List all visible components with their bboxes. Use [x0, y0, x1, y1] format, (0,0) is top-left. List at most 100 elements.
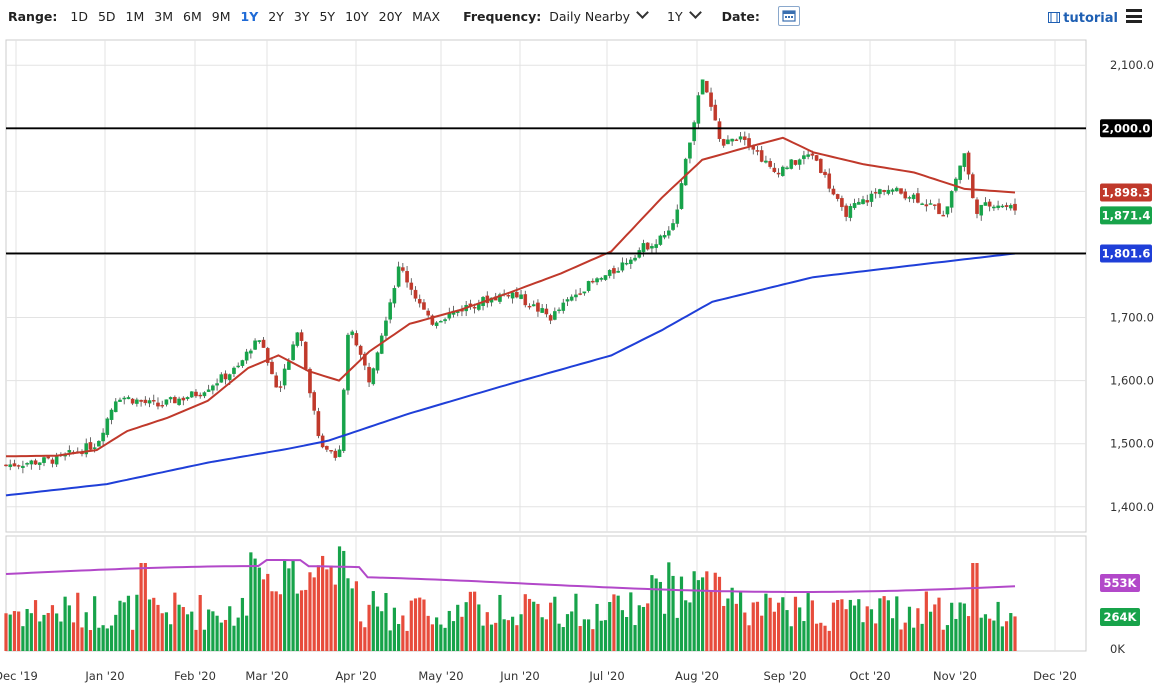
hamburger-menu-icon[interactable] [1126, 9, 1142, 23]
tutorial-link[interactable]: tutorial [1048, 11, 1118, 26]
range-button-2y[interactable]: 2Y [268, 8, 284, 24]
range-button-20y[interactable]: 20Y [378, 8, 403, 24]
volume-bar [253, 558, 257, 651]
volume-bar [882, 596, 886, 651]
candle-body [413, 289, 418, 299]
candle-body [937, 203, 941, 215]
range-button-3y[interactable]: 3Y [293, 8, 310, 24]
candle-body [409, 282, 414, 290]
volume-bar [63, 596, 67, 651]
candle-body [316, 411, 321, 437]
volume-bar [916, 608, 920, 651]
volume-label-box [1100, 608, 1140, 626]
candle-body [852, 203, 857, 209]
range-button-1m[interactable]: 1M [125, 8, 145, 24]
candle-body [308, 368, 312, 394]
range-button-1y[interactable]: 1Y [240, 8, 259, 24]
candle-body [12, 463, 17, 467]
candle-body [548, 315, 553, 321]
range-button-max[interactable]: MAX [412, 8, 441, 24]
candle-body [384, 320, 388, 336]
candle-body [443, 319, 447, 322]
volume-bar [430, 624, 434, 651]
candle-body [325, 445, 329, 450]
period-dropdown[interactable]: 1Y [667, 6, 706, 24]
volume-bar [924, 591, 928, 651]
volume-bar [671, 575, 675, 651]
volume-bar [903, 622, 907, 651]
level-label-box [1100, 119, 1152, 138]
volume-bar [785, 610, 789, 651]
volume-bar [827, 630, 831, 651]
calendar-icon[interactable] [777, 6, 800, 26]
range-button-9m[interactable]: 9M [211, 8, 231, 24]
candle-body [194, 391, 198, 397]
candle-body [527, 305, 532, 308]
volume-bar [198, 594, 202, 651]
x-tick-label: May '20 [418, 669, 463, 683]
candle-body [553, 311, 557, 320]
candle-body [717, 121, 722, 140]
range-button-6m[interactable]: 6M [183, 8, 202, 24]
range-button-5d[interactable]: 5D [97, 8, 116, 24]
candle-body [434, 322, 439, 327]
range-button-1d[interactable]: 1D [70, 8, 88, 24]
volume-bar [502, 619, 506, 651]
volume-bar [367, 604, 371, 651]
volume-bar [418, 597, 422, 651]
volume-bar [675, 617, 679, 651]
candle-body [160, 405, 165, 407]
volume-bar [126, 595, 131, 651]
volume-bar [819, 622, 823, 651]
candle-body [375, 352, 380, 371]
candle-body [721, 139, 726, 146]
volume-bar [4, 613, 8, 651]
range-button-3m[interactable]: 3M [154, 8, 174, 24]
frequency-dropdown[interactable]: Daily Nearby [549, 6, 653, 24]
candle-body [873, 192, 878, 194]
range-button-10y[interactable]: 10Y [345, 8, 369, 24]
volume-bar [274, 591, 278, 651]
volume-bar [928, 611, 933, 651]
volume-bar [637, 605, 641, 651]
candle-body [181, 397, 186, 401]
volume-bar [802, 621, 806, 651]
volume-bar [684, 600, 688, 651]
candle-body [287, 361, 291, 370]
volume-bar [966, 616, 971, 651]
volume-bar [114, 614, 118, 651]
volume-bar [738, 592, 743, 651]
candle-body [607, 269, 612, 276]
volume-bar [747, 625, 751, 651]
volume-bar [325, 569, 329, 651]
range-selector: 1D 5D 1M 3M 6M 9M 1Y 2Y 3Y 5Y 10Y 20Y MAX [65, 9, 445, 24]
candle-body [633, 257, 637, 261]
volume-bar [223, 619, 228, 651]
candle-body [295, 332, 300, 346]
volume-bar [447, 610, 451, 651]
volume-bar [540, 617, 544, 651]
volume-bar [481, 625, 485, 651]
candle-body [16, 465, 21, 467]
volume-bar [983, 614, 988, 651]
candle-body [856, 201, 861, 205]
y-tick-label: 2,100.0 [1110, 58, 1154, 72]
candle-body [806, 154, 810, 157]
volume-bar [705, 571, 709, 651]
candle-body [928, 203, 933, 205]
volume-bar [1000, 626, 1004, 651]
volume-bar [55, 613, 59, 651]
volume-bar [443, 627, 447, 651]
candle-body [561, 302, 566, 311]
volume-bar [945, 625, 950, 651]
candle-body [958, 165, 962, 180]
volume-bar [101, 625, 105, 651]
toolbar: Range: 1D 5D 1M 3M 6M 9M 1Y 2Y 3Y 5Y 10Y 20Y MAX Fre… [0, 0, 1154, 32]
candle-body [882, 189, 886, 192]
candle-body [506, 295, 511, 297]
volume-bar [578, 626, 582, 651]
volume-bar [93, 596, 97, 651]
range-button-5y[interactable]: 5Y [319, 8, 336, 24]
candle-body [1000, 205, 1005, 208]
volume-bar [17, 611, 21, 651]
